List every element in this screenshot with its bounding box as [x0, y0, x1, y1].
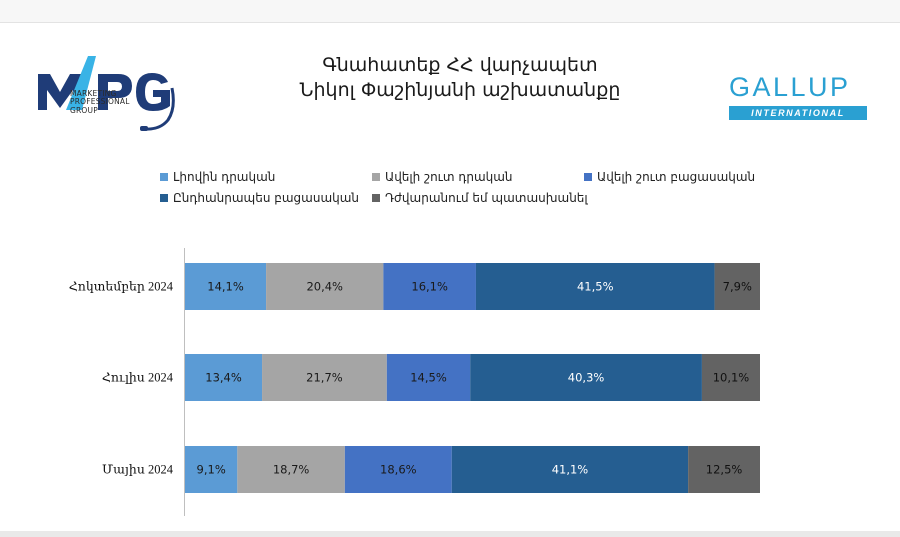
- bar-segment: [475, 263, 715, 310]
- gallup-wordmark: GALLUP: [729, 72, 851, 102]
- bar-segment: [688, 446, 760, 493]
- legend-label: Ավելի շուտ դրական: [385, 170, 513, 184]
- legend-label: Ընդհանրապես բացասական: [173, 191, 360, 205]
- bar-data-label: 9,1%: [197, 463, 226, 477]
- bar-data-label: 12,5%: [706, 463, 743, 477]
- window-top-bar: [0, 0, 900, 23]
- bar-segment: [386, 354, 471, 401]
- legend-label: Ավելի շուտ բացասական: [597, 170, 756, 184]
- chart-title: Գնահատեք ՀՀ վարչապետ Նիկոլ Փաշինյանի աշխ…: [260, 53, 660, 103]
- bar-segment: [344, 446, 452, 493]
- bar-data-label: 14,5%: [410, 371, 447, 385]
- mpg-logo: [38, 56, 175, 131]
- bar-data-label: 41,5%: [577, 280, 614, 294]
- bar-segment: [470, 354, 702, 401]
- mpg-logo-subtitle: MARKETING PROFESSIONAL GROUP: [70, 89, 130, 115]
- bar-segment: [383, 263, 476, 310]
- bar-segment: [451, 446, 689, 493]
- mpg-subtitle-line: MARKETING: [70, 89, 117, 98]
- legend-label: Դժվարանում եմ պատասխանել: [385, 191, 588, 205]
- legend-swatch: [160, 173, 168, 181]
- legend-item: Լիովին դրական: [160, 168, 275, 186]
- bar-segment: [714, 263, 760, 310]
- bar-segment: [701, 354, 760, 401]
- bar-data-label: 21,7%: [306, 371, 343, 385]
- bar-data-label: 7,9%: [723, 280, 752, 294]
- category-tick-label: Հոկտեմբեր 2024: [69, 280, 174, 294]
- bar-segment: [262, 354, 387, 401]
- gallup-international-logo: GALLUP INTERNATIONAL: [729, 72, 867, 122]
- legend-swatch: [372, 194, 380, 202]
- legend-swatch: [160, 194, 168, 202]
- bar-segment: [185, 263, 267, 310]
- bar-data-label: 18,6%: [380, 463, 417, 477]
- bar-segment: [185, 354, 263, 401]
- legend-item: Ավելի շուտ բացասական: [584, 168, 755, 186]
- bar-segment: [266, 263, 384, 310]
- legend-item: Ավելի շուտ դրական: [372, 168, 513, 186]
- bar-data-label: 14,1%: [207, 280, 244, 294]
- chart-legend: Լիովին դրական Ավելի շուտ դրական Ավելի շո…: [158, 168, 778, 208]
- bar-data-label: 18,7%: [273, 463, 310, 477]
- gallup-band-text: INTERNATIONAL: [729, 106, 867, 120]
- mpg-subtitle-line: PROFESSIONAL: [70, 97, 130, 107]
- legend-item: Ընդհանրապես բացասական: [160, 189, 359, 207]
- chart-title-line-2: Նիկոլ Փաշինյանի աշխատանքը: [299, 79, 621, 101]
- chart-title-line-1: Գնահատեք ՀՀ վարչապետ: [322, 54, 598, 76]
- legend-swatch: [584, 173, 592, 181]
- legend-label: Լիովին դրական: [173, 170, 276, 184]
- bar-segment: [237, 446, 345, 493]
- category-tick-label: Մայիս 2024: [102, 463, 174, 477]
- window-bottom-bar: [0, 531, 900, 537]
- legend-swatch: [372, 173, 380, 181]
- bar-data-label: 41,1%: [552, 463, 589, 477]
- legend-item: Դժվարանում եմ պատասխանել: [372, 189, 588, 207]
- bar-data-label: 10,1%: [713, 371, 750, 385]
- bar-data-label: 16,1%: [411, 280, 448, 294]
- category-tick-label: Հուլիս 2024: [102, 371, 174, 385]
- bar-segment: [185, 446, 238, 493]
- bar-data-label: 40,3%: [568, 371, 605, 385]
- mpg-subtitle-line: GROUP: [70, 105, 98, 115]
- bar-data-label: 20,4%: [306, 280, 343, 294]
- bar-data-label: 13,4%: [205, 371, 242, 385]
